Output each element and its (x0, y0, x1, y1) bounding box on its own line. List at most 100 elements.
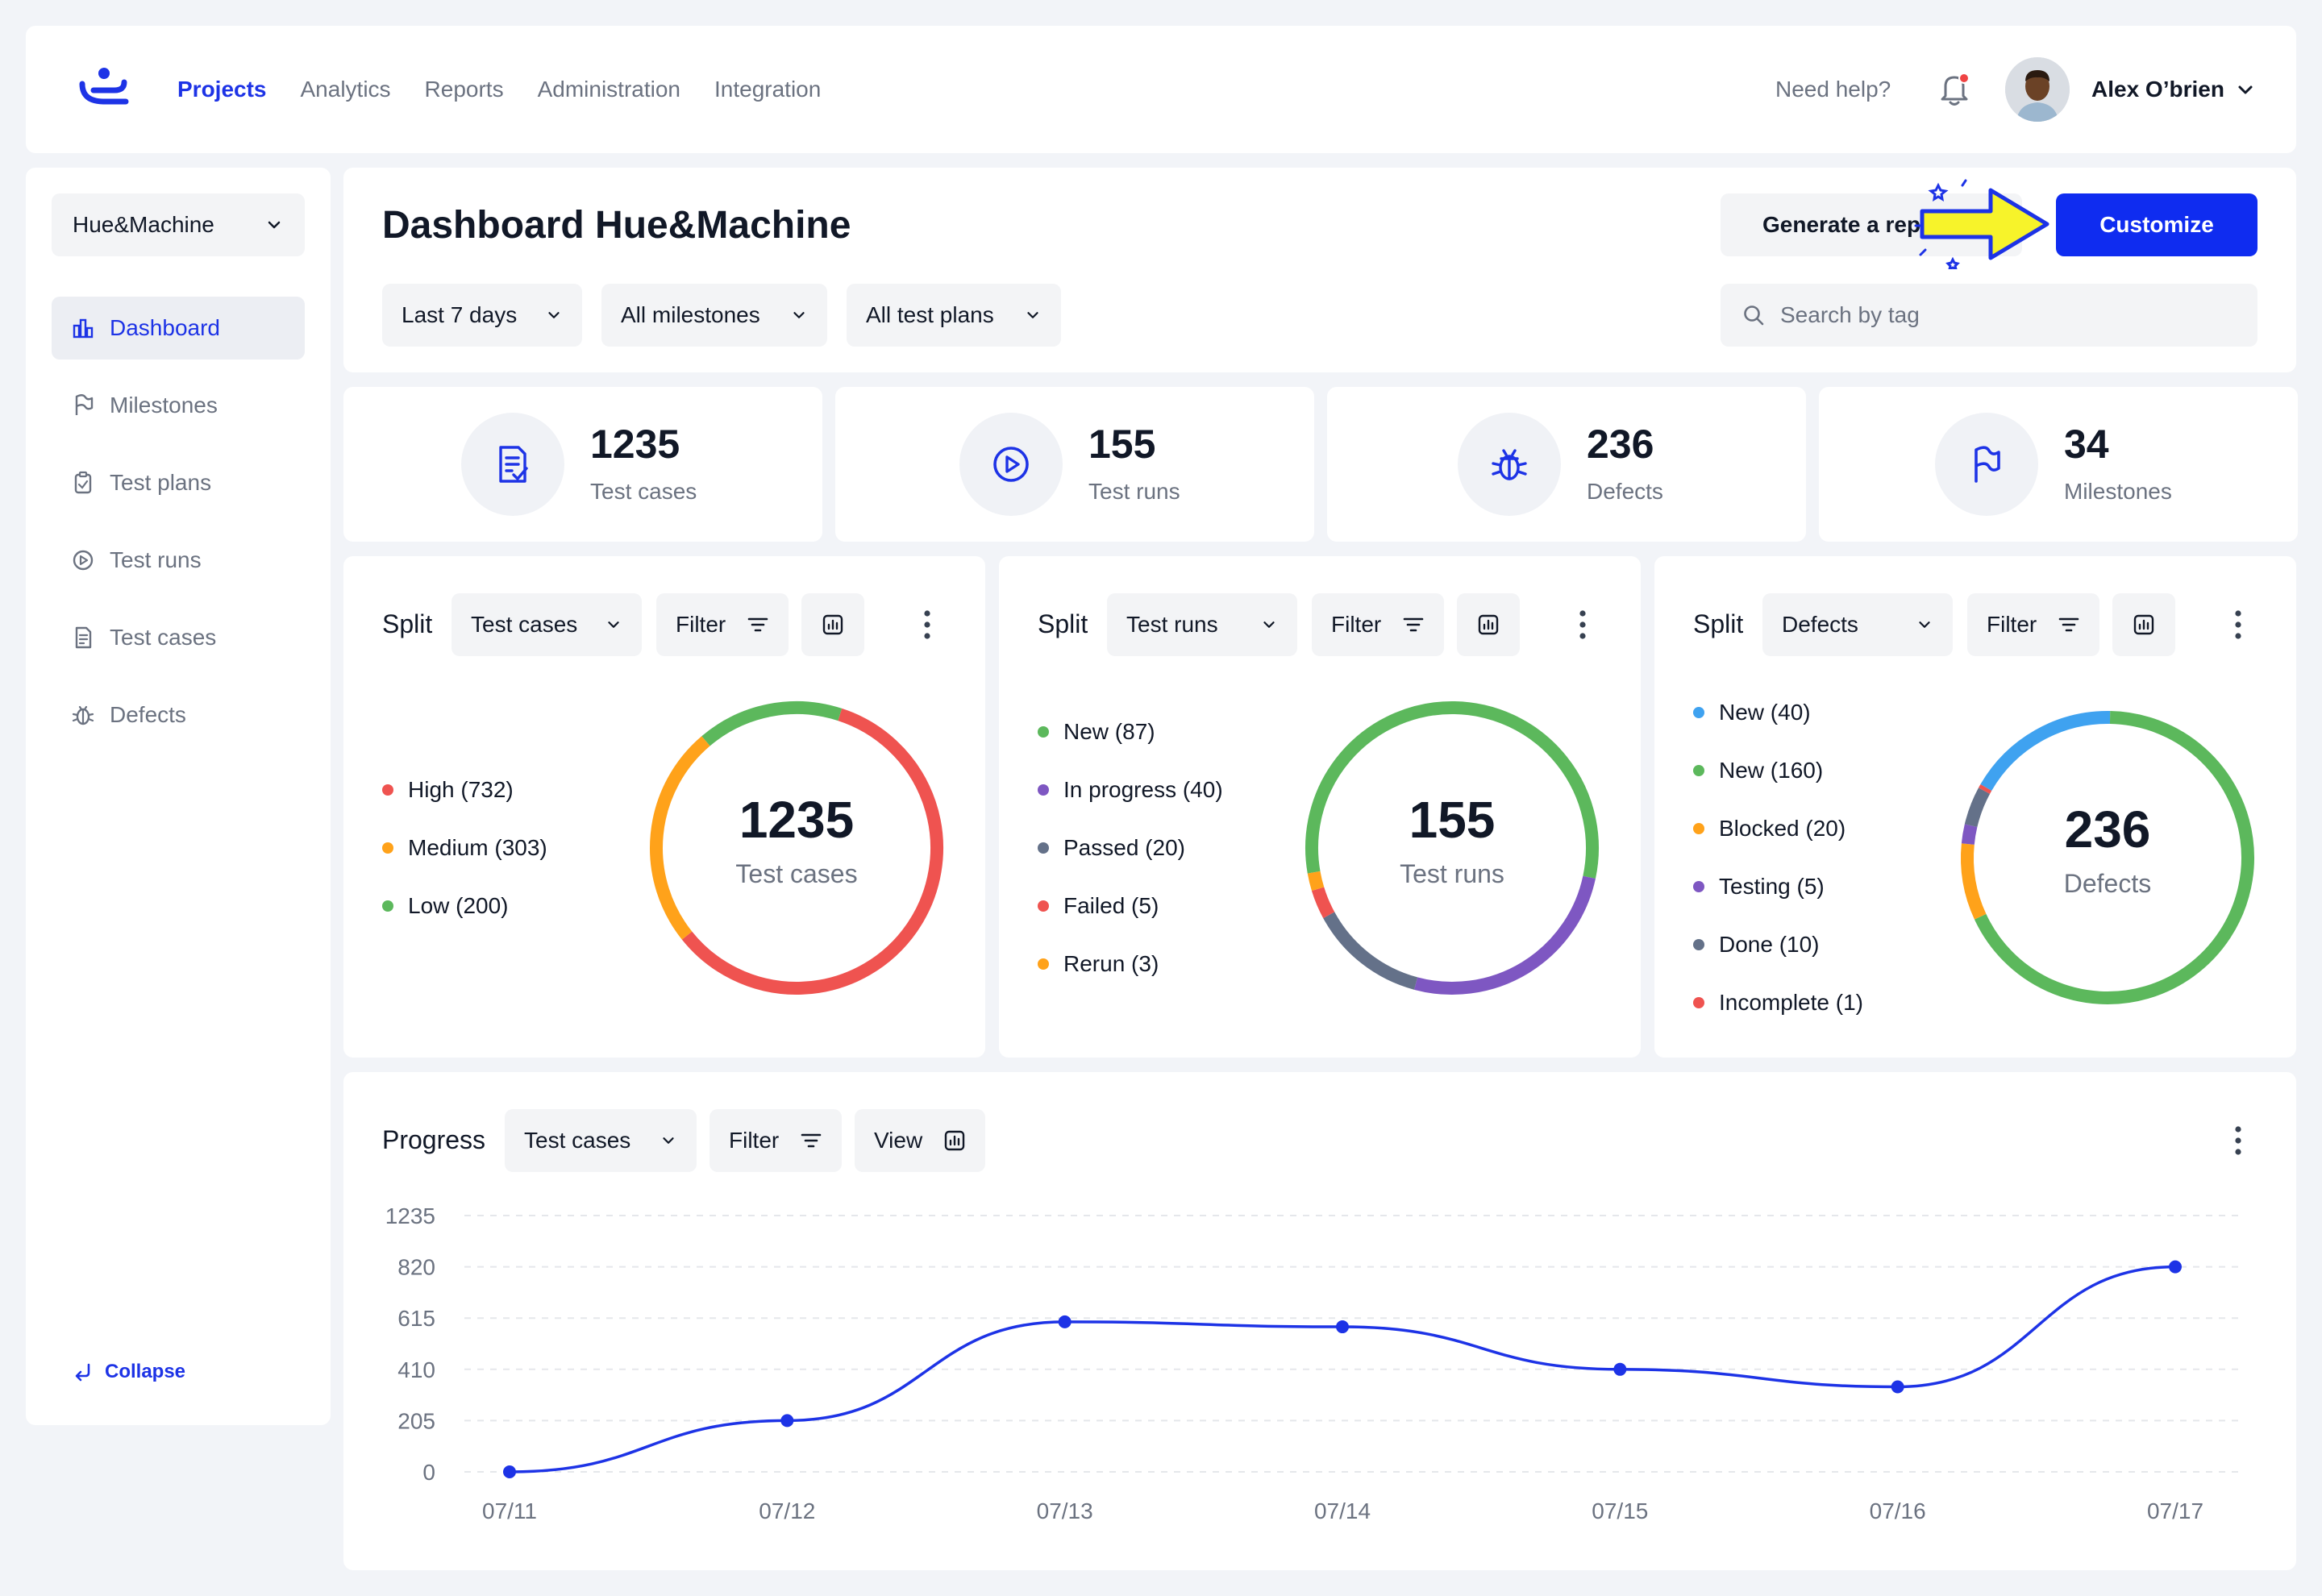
test-plans-select[interactable]: All test plans (847, 284, 1061, 347)
chart-view-button[interactable] (801, 593, 864, 656)
legend-dot (1038, 900, 1049, 912)
legend-label: New (87) (1063, 719, 1155, 744)
data-point[interactable] (1891, 1380, 1904, 1394)
legend-dot (1038, 958, 1049, 970)
project-select[interactable]: Hue&Machine (52, 193, 305, 256)
notification-bell-icon[interactable] (1937, 71, 1972, 108)
legend-label: Testing (5) (1719, 874, 1825, 899)
split-type-select[interactable]: Test cases (452, 593, 642, 656)
nav-administration[interactable]: Administration (537, 77, 680, 102)
stat-card-milestones: 34 Milestones (1819, 387, 2298, 542)
clipboard-icon (71, 471, 95, 495)
sidebar-item-defects[interactable]: Defects (52, 684, 305, 746)
donut-segment (1323, 912, 1418, 990)
chart-view-button[interactable] (2112, 593, 2175, 656)
split-title: Split (1693, 609, 1744, 638)
data-point[interactable] (503, 1465, 516, 1478)
sidebar-item-test-plans[interactable]: Test plans (52, 451, 305, 514)
split-type-select[interactable]: Test runs (1107, 593, 1297, 656)
filter-button[interactable]: Filter (710, 1109, 842, 1172)
data-point[interactable] (2169, 1260, 2182, 1274)
nav-analytics[interactable]: Analytics (300, 77, 391, 102)
sidebar-item-label: Test runs (110, 547, 202, 572)
sidebar-item-milestones[interactable]: Milestones (52, 374, 305, 437)
sidebar-item-test-runs[interactable]: Test runs (52, 529, 305, 592)
top-navigation-bar: Projects Analytics Reports Administratio… (26, 26, 2296, 153)
milestones-select[interactable]: All milestones (601, 284, 827, 347)
legend-dot (1693, 881, 1704, 892)
legend-dot (1693, 823, 1704, 834)
search-by-tag[interactable] (1721, 284, 2258, 347)
app-logo-icon[interactable] (77, 66, 131, 108)
chevron-down-icon (1024, 306, 1042, 324)
filter-button[interactable]: Filter (656, 593, 789, 656)
split-card-test-runs: Split Test runs Filter New (87) In progr… (999, 556, 1641, 1058)
milestones-value: All milestones (621, 302, 760, 327)
document-icon (71, 626, 95, 650)
nav-integration[interactable]: Integration (714, 77, 822, 102)
user-name: Alex O’brien (2091, 77, 2224, 102)
data-point[interactable] (1613, 1362, 1627, 1376)
x-tick-label: 07/12 (759, 1498, 815, 1523)
y-tick-label: 0 (422, 1460, 435, 1485)
data-point[interactable] (780, 1414, 794, 1428)
filter-icon (747, 615, 769, 634)
filter-button[interactable]: Filter (1967, 593, 2099, 656)
collapse-button[interactable]: Collapse (73, 1361, 185, 1383)
sidebar-item-dashboard[interactable]: Dashboard (52, 297, 305, 360)
split-type-select[interactable]: Defects (1762, 593, 1953, 656)
highlight-arrow-icon (1914, 179, 2059, 269)
customize-button[interactable]: Customize (2056, 193, 2258, 256)
y-tick-label: 410 (397, 1357, 435, 1382)
donut-segment (1305, 701, 1599, 879)
user-avatar[interactable] (2005, 57, 2070, 122)
user-menu[interactable]: Alex O’brien (2091, 26, 2255, 153)
flag-icon (1935, 413, 2038, 516)
stat-card-test-cases: 1235 Test cases (343, 387, 822, 542)
date-range-select[interactable]: Last 7 days (382, 284, 582, 347)
legend-dot (1693, 939, 1704, 950)
nav-reports[interactable]: Reports (424, 77, 504, 102)
progress-type-select[interactable]: Test cases (505, 1109, 697, 1172)
x-tick-label: 07/15 (1592, 1498, 1648, 1523)
legend-dot (1038, 842, 1049, 854)
legend-label: Failed (5) (1063, 893, 1159, 918)
test-cases-icon (461, 413, 564, 516)
bar-chart-icon (943, 1129, 966, 1152)
chart-view-button[interactable] (1457, 593, 1520, 656)
more-options-icon[interactable] (1567, 601, 1599, 648)
nav-projects[interactable]: Projects (177, 77, 267, 102)
collapse-label: Collapse (105, 1361, 186, 1382)
data-point[interactable] (1336, 1320, 1349, 1334)
page-title: Dashboard Hue&Machine (382, 204, 851, 247)
main-nav: Projects Analytics Reports Administratio… (177, 26, 821, 153)
filter-label: Filter (729, 1128, 780, 1153)
legend-label: Blocked (20) (1719, 816, 1846, 841)
progress-type-value: Test cases (524, 1128, 631, 1153)
need-help-link[interactable]: Need help? (1775, 77, 1891, 102)
stat-card-defects: 236 Defects (1327, 387, 1806, 542)
dashboard-header: Dashboard Hue&Machine Last 7 days All mi… (343, 168, 2296, 372)
sidebar: Hue&Machine Dashboard Milestones Test pl… (26, 168, 331, 1425)
search-input[interactable] (1780, 302, 2232, 328)
chevron-down-icon (1260, 616, 1278, 634)
split-card-defects: Split Defects Filter New (40) New (160) … (1654, 556, 2296, 1058)
data-point[interactable] (1058, 1315, 1072, 1328)
filter-button[interactable]: Filter (1312, 593, 1444, 656)
legend-dot (1693, 707, 1704, 718)
play-circle-icon (71, 548, 95, 572)
bug-icon (1458, 413, 1561, 516)
sidebar-item-test-cases[interactable]: Test cases (52, 606, 305, 669)
more-options-icon[interactable] (2222, 601, 2254, 648)
legend-label: Low (200) (408, 893, 509, 918)
more-options-icon[interactable] (911, 601, 943, 648)
legend-dot (382, 900, 393, 912)
donut-segment (1961, 824, 1978, 845)
split-type-value: Test runs (1126, 612, 1218, 637)
legend-item: In progress (40) (1038, 761, 1223, 819)
more-options-icon[interactable] (2222, 1117, 2254, 1164)
legend-label: Done (10) (1719, 932, 1820, 957)
donut-center-value: 155 (1409, 791, 1496, 849)
view-button[interactable]: View (855, 1109, 985, 1172)
legend-label: New (160) (1719, 758, 1824, 783)
